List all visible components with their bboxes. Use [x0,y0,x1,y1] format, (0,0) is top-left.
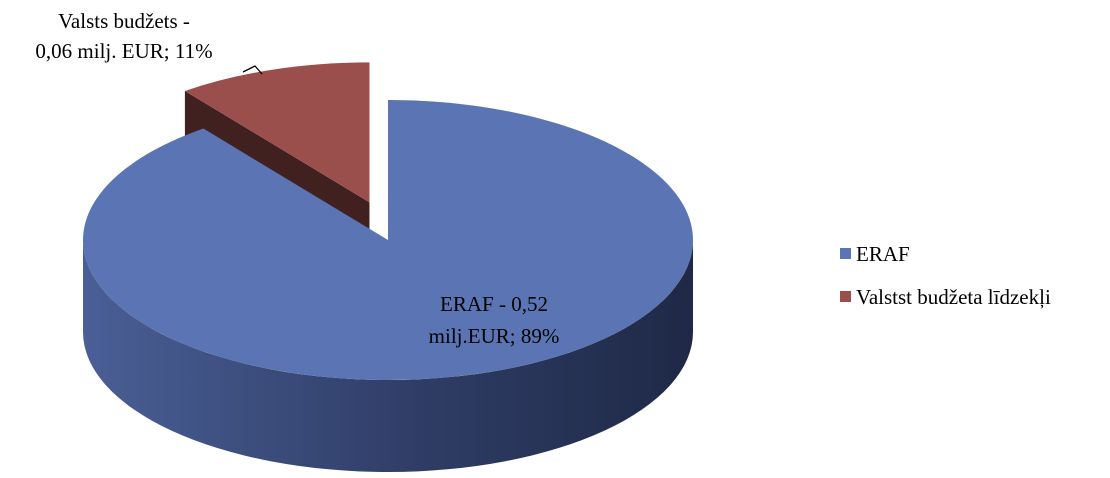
pie-top-layer [82,62,694,380]
slice-label-state-budget-line2: 0,06 milj. EUR; 11% [35,39,212,63]
legend-swatch-state-budget [840,291,851,302]
legend-label-eraf: ERAF [856,242,910,266]
slice-label-eraf-line2: milj.EUR; 89% [429,324,560,348]
legend-label-state-budget: Valstst budžeta līdzekļi [856,285,1051,309]
slice-label-leader-line [242,65,263,75]
slice-state-budget [184,62,370,203]
slice-label-eraf-line1: ERAF - 0,52 [440,292,548,316]
slice-eraf [82,100,694,380]
legend-swatch-eraf [840,248,851,259]
slice-rim-0 [83,240,693,472]
slice-label-state-budget-line1: Valsts budžets - [58,9,190,33]
legend: ERAF Valstst budžeta līdzekļi [840,242,1051,309]
